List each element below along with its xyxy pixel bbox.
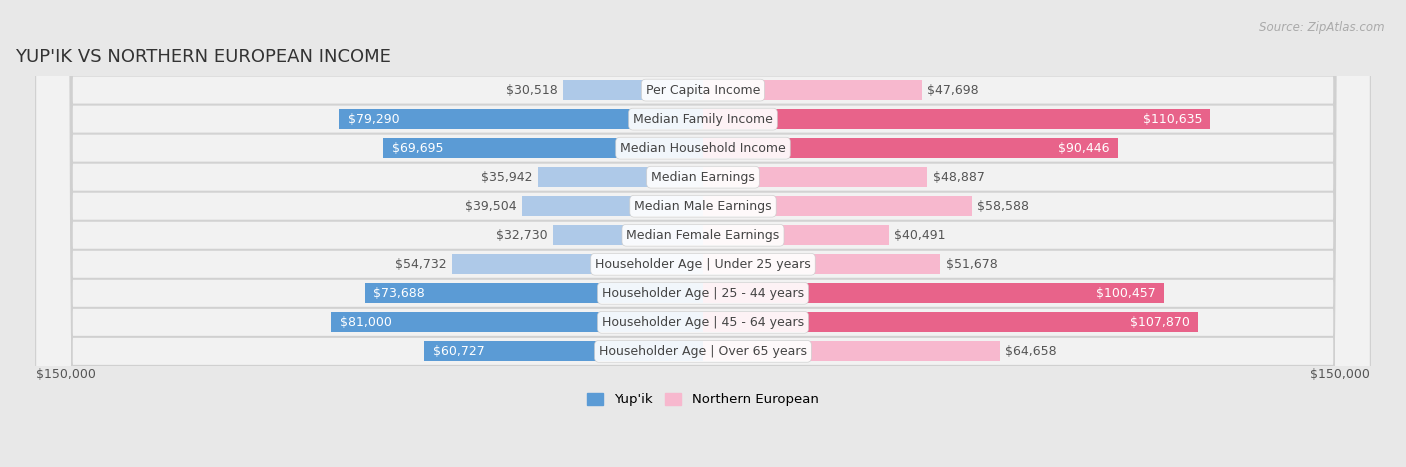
- FancyBboxPatch shape: [35, 0, 1371, 467]
- Bar: [703, 196, 972, 216]
- FancyBboxPatch shape: [35, 0, 1371, 467]
- Text: Median Male Earnings: Median Male Earnings: [634, 200, 772, 212]
- Bar: [451, 255, 703, 274]
- Text: $30,518: $30,518: [506, 84, 558, 97]
- Bar: [366, 283, 703, 303]
- Text: $81,000: $81,000: [340, 316, 392, 329]
- Text: $90,446: $90,446: [1059, 142, 1109, 155]
- Text: $150,000: $150,000: [1310, 368, 1371, 381]
- Bar: [522, 196, 703, 216]
- Text: Householder Age | Under 25 years: Householder Age | Under 25 years: [595, 258, 811, 271]
- Text: $47,698: $47,698: [928, 84, 979, 97]
- Legend: Yup'ik, Northern European: Yup'ik, Northern European: [582, 388, 824, 411]
- Bar: [703, 341, 1000, 361]
- Text: $32,730: $32,730: [496, 229, 547, 242]
- Bar: [538, 167, 703, 187]
- Bar: [384, 138, 703, 158]
- Text: $107,870: $107,870: [1129, 316, 1189, 329]
- Bar: [703, 312, 1198, 332]
- Bar: [703, 138, 1118, 158]
- Bar: [425, 341, 703, 361]
- Bar: [562, 80, 703, 100]
- Text: $73,688: $73,688: [373, 287, 425, 300]
- Text: $58,588: $58,588: [977, 200, 1029, 212]
- Bar: [703, 167, 927, 187]
- Text: $39,504: $39,504: [464, 200, 516, 212]
- Bar: [703, 109, 1211, 129]
- FancyBboxPatch shape: [35, 0, 1371, 467]
- Text: Householder Age | 25 - 44 years: Householder Age | 25 - 44 years: [602, 287, 804, 300]
- Bar: [703, 226, 889, 245]
- Text: $64,658: $64,658: [1005, 345, 1057, 358]
- Text: Median Family Income: Median Family Income: [633, 113, 773, 126]
- Bar: [703, 283, 1164, 303]
- Bar: [339, 109, 703, 129]
- FancyBboxPatch shape: [35, 0, 1371, 467]
- FancyBboxPatch shape: [35, 0, 1371, 467]
- Text: Householder Age | 45 - 64 years: Householder Age | 45 - 64 years: [602, 316, 804, 329]
- Text: YUP'IK VS NORTHERN EUROPEAN INCOME: YUP'IK VS NORTHERN EUROPEAN INCOME: [15, 48, 391, 66]
- Text: Median Female Earnings: Median Female Earnings: [627, 229, 779, 242]
- Bar: [703, 255, 941, 274]
- FancyBboxPatch shape: [35, 0, 1371, 467]
- Text: Source: ZipAtlas.com: Source: ZipAtlas.com: [1260, 21, 1385, 34]
- Bar: [553, 226, 703, 245]
- Text: Median Household Income: Median Household Income: [620, 142, 786, 155]
- Text: $51,678: $51,678: [945, 258, 997, 271]
- Text: Householder Age | Over 65 years: Householder Age | Over 65 years: [599, 345, 807, 358]
- Text: $54,732: $54,732: [395, 258, 447, 271]
- Text: Median Earnings: Median Earnings: [651, 170, 755, 184]
- Text: $150,000: $150,000: [35, 368, 96, 381]
- Text: $40,491: $40,491: [894, 229, 946, 242]
- FancyBboxPatch shape: [35, 0, 1371, 467]
- Bar: [332, 312, 703, 332]
- FancyBboxPatch shape: [35, 0, 1371, 467]
- Text: $100,457: $100,457: [1095, 287, 1156, 300]
- Text: $79,290: $79,290: [347, 113, 399, 126]
- Text: Per Capita Income: Per Capita Income: [645, 84, 761, 97]
- Text: $60,727: $60,727: [433, 345, 485, 358]
- Text: $48,887: $48,887: [932, 170, 984, 184]
- FancyBboxPatch shape: [35, 0, 1371, 467]
- FancyBboxPatch shape: [35, 0, 1371, 467]
- Text: $110,635: $110,635: [1143, 113, 1202, 126]
- Text: $35,942: $35,942: [481, 170, 533, 184]
- Bar: [703, 80, 922, 100]
- Text: $69,695: $69,695: [392, 142, 443, 155]
